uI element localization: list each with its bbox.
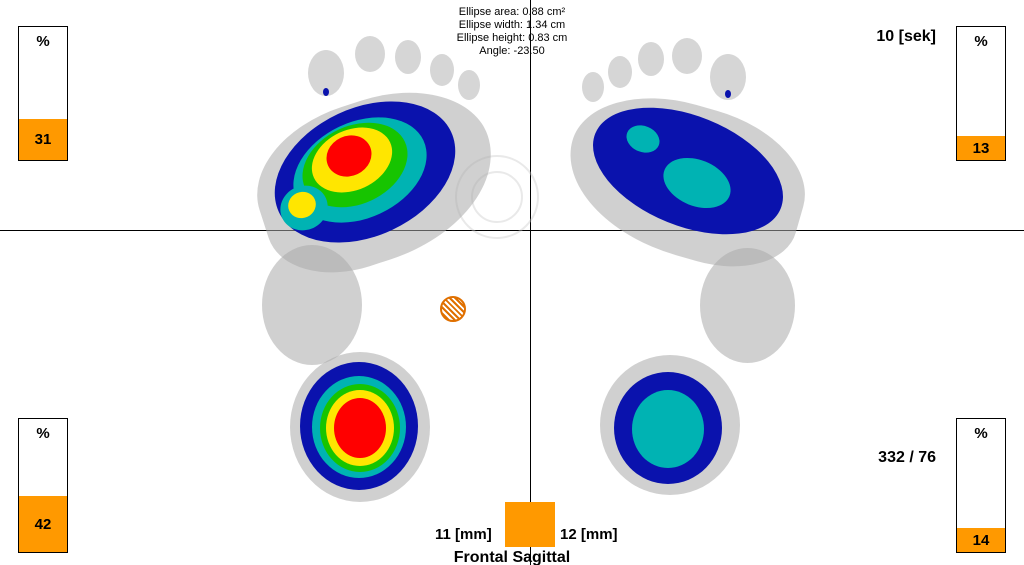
left-toe-5 <box>458 70 480 100</box>
left-arch-shadow <box>262 245 362 365</box>
pct-bar-top-left: % 31 <box>18 26 68 161</box>
left-toe-dot <box>323 88 329 96</box>
mm-unit-right: [mm] <box>581 526 618 543</box>
right-toe-2 <box>672 38 702 74</box>
caption-frontal: Frontal <box>454 549 508 565</box>
center-marker-left <box>505 502 530 547</box>
left-toe-4 <box>430 54 454 86</box>
right-toe-5 <box>582 72 604 102</box>
ellipse-width: Ellipse width: 1.34 cm <box>0 19 1024 32</box>
center-marker-right <box>530 502 555 547</box>
pct-bar-bottom-left: % 42 <box>18 418 68 553</box>
crosshair-vertical <box>530 0 531 565</box>
pct-symbol: % <box>957 33 1005 50</box>
pct-value-bottom-left: 42 <box>35 516 52 533</box>
left-toe-3 <box>395 40 421 74</box>
pct-symbol: % <box>19 33 67 50</box>
right-toe-3 <box>638 42 664 76</box>
bottom-caption: Frontal Sagittal <box>0 549 1024 565</box>
caption-sagittal: Sagittal <box>512 549 570 565</box>
pct-value-bottom-right: 14 <box>973 532 990 549</box>
pct-value-top-right: 13 <box>973 140 990 157</box>
left-toe-2 <box>355 36 385 72</box>
ellipse-info: Ellipse area: 0.88 cm² Ellipse width: 1.… <box>0 6 1024 58</box>
ellipse-angle: Angle: -23.50 <box>0 45 1024 58</box>
ellipse-height: Ellipse height: 0.83 cm <box>0 32 1024 45</box>
pressure-map-canvas: Ellipse area: 0.88 cm² Ellipse width: 1.… <box>0 0 1024 565</box>
mm-value-right: 12 <box>560 526 577 543</box>
time-label: 10 [sek] <box>876 28 936 46</box>
mm-label-left: 11 [mm] <box>435 526 492 543</box>
right-arch-shadow <box>700 248 795 363</box>
pct-symbol: % <box>957 425 1005 442</box>
count-label: 332 / 76 <box>878 449 936 467</box>
right-toe-dot <box>725 90 731 98</box>
ellipse-area: Ellipse area: 0.88 cm² <box>0 6 1024 19</box>
mm-unit-left: [mm] <box>455 526 492 543</box>
time-unit: [sek] <box>899 28 936 45</box>
mm-label-right: 12 [mm] <box>560 526 618 543</box>
pct-bar-bottom-right: % 14 <box>956 418 1006 553</box>
pct-symbol: % <box>19 425 67 442</box>
cop-marker <box>440 296 466 322</box>
pct-bar-top-right: % 13 <box>956 26 1006 161</box>
pct-value-top-left: 31 <box>35 131 52 148</box>
left-heel-red <box>334 398 386 458</box>
time-value: 10 <box>876 28 894 45</box>
right-toe-4 <box>608 56 632 88</box>
mm-value-left: 11 <box>435 526 451 543</box>
right-heel-cyan <box>632 390 704 468</box>
